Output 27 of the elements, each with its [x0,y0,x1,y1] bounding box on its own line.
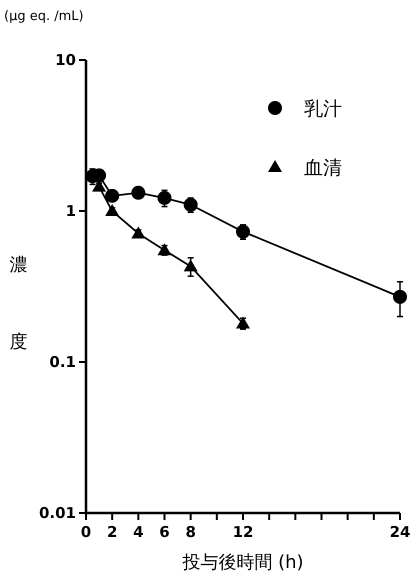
y-axis-title: 濃度 [8,240,28,392]
point [105,204,120,216]
y-tick-label: 0.1 [49,353,76,371]
point [236,224,250,239]
point [158,190,172,205]
x-tick-label: 2 [106,523,118,541]
point [184,198,198,212]
point [105,188,120,203]
point [131,186,146,200]
x-axis-title: 投与後時間 (h) [181,552,304,573]
legend-label: 血清 [304,157,342,179]
x-tick-label: 8 [185,523,196,541]
legend-label: 乳汁 [304,98,342,120]
point [158,243,172,256]
text: (μg eq. /mL) [4,9,84,24]
y-tick-label: 10 [55,51,76,69]
x-tick-label: 12 [232,523,254,541]
point [184,259,198,272]
y-tick-label: 1 [66,202,76,220]
x-tick-label: 6 [159,523,170,541]
x-tick-label: 4 [133,523,144,541]
x-tick-label: 24 [390,523,410,541]
point [393,290,407,304]
point [236,316,250,328]
x-tick-label: 0 [80,523,92,541]
y-tick-label: 0.01 [38,504,76,522]
point [131,226,146,238]
